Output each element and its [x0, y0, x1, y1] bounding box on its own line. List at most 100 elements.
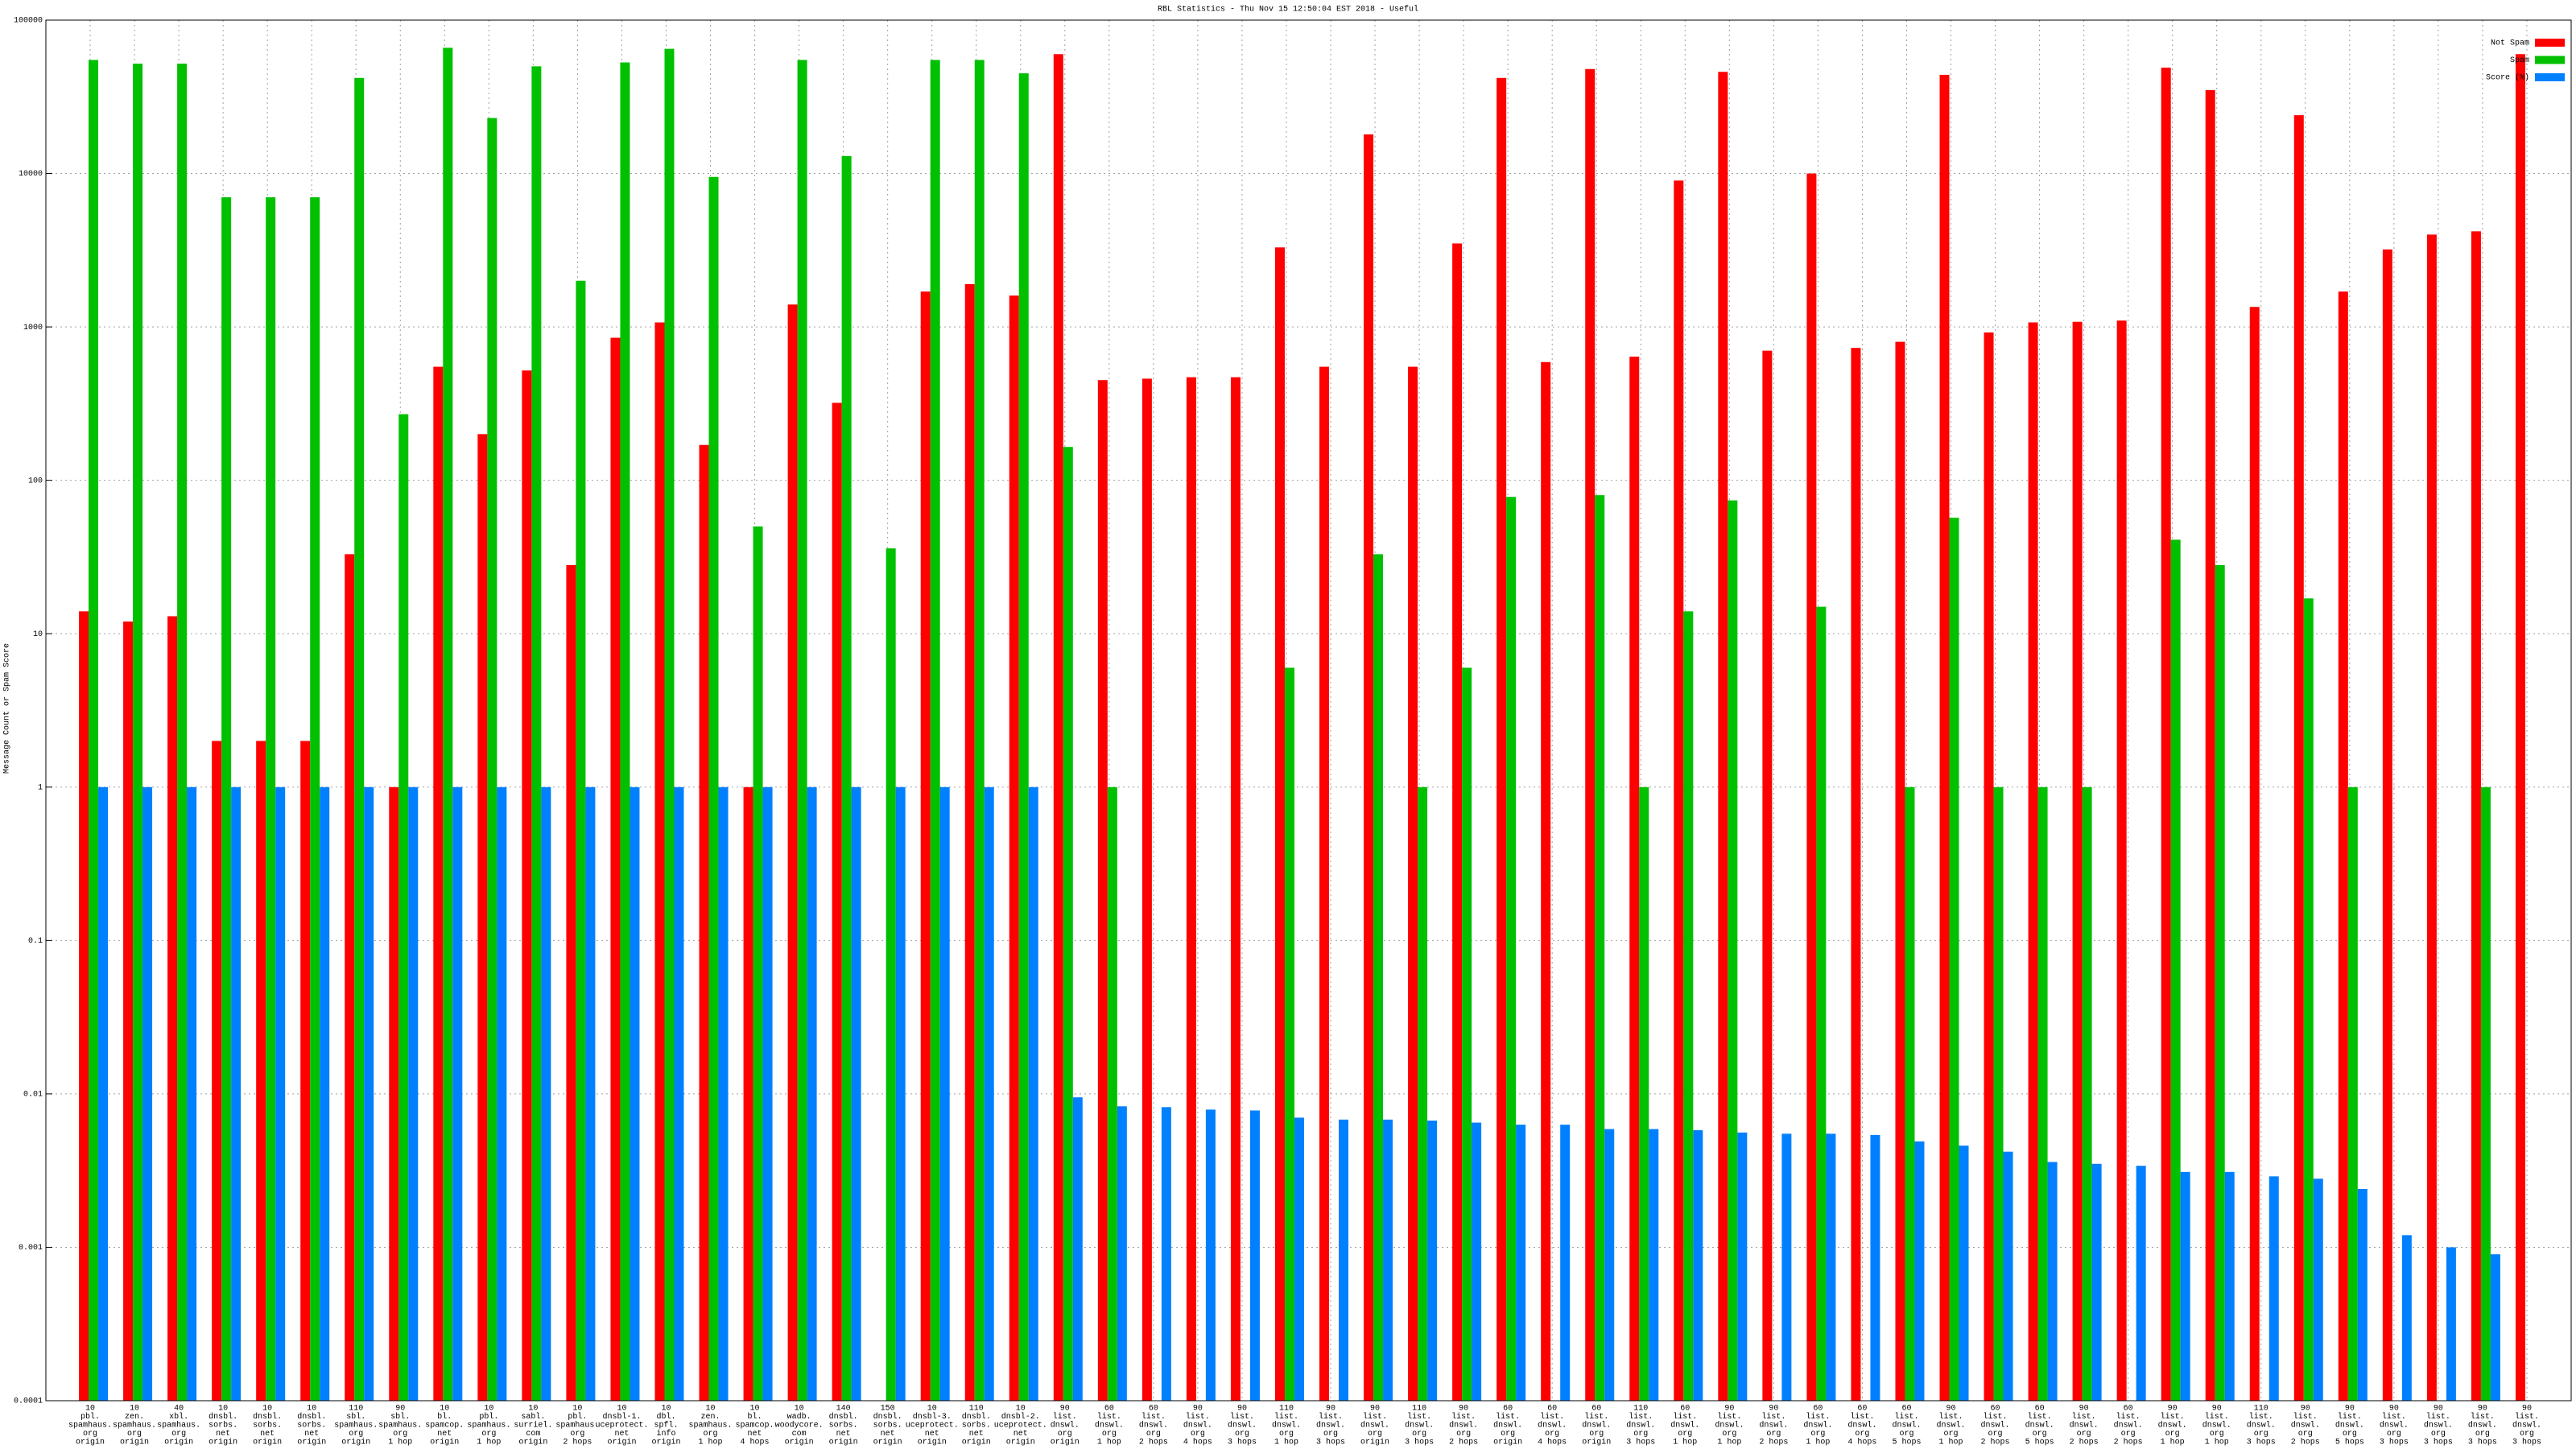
- x-tick-label: sorbs.: [873, 1421, 902, 1430]
- x-tick-label: origin: [164, 1438, 193, 1447]
- x-tick-label: net: [260, 1430, 275, 1439]
- x-tick-label: 90: [2389, 1405, 2399, 1414]
- x-tick-label: 90: [2478, 1405, 2487, 1414]
- x-tick-label: dnswl.: [2158, 1421, 2187, 1430]
- chart-title: RBL Statistics - Thu Nov 15 12:50:04 EST…: [1158, 5, 1418, 14]
- x-tick-label: org: [127, 1430, 142, 1439]
- x-tick-label: dnswl.: [2468, 1421, 2497, 1430]
- bar: [1984, 332, 1994, 1402]
- x-tick-label: org: [1102, 1430, 1117, 1439]
- bar: [2215, 565, 2225, 1401]
- x-tick-label: dnsbl-2.: [1001, 1412, 1040, 1422]
- x-tick-label: uceprotect.: [994, 1422, 1047, 1430]
- x-tick-label: 1 hop: [1806, 1438, 1830, 1447]
- x-tick-label: 3 hops: [2247, 1438, 2276, 1447]
- bar: [1274, 247, 1285, 1401]
- x-tick-label: 90: [1326, 1405, 1335, 1414]
- x-tick-label: origin: [918, 1438, 947, 1447]
- x-tick-label: list.: [1984, 1412, 2008, 1422]
- bar: [2480, 786, 2491, 1401]
- x-tick-label: dnswl.: [1715, 1421, 1744, 1430]
- x-tick-label: dnswl.: [1316, 1421, 1345, 1430]
- x-tick-label: origin: [1582, 1438, 1611, 1447]
- x-tick-label: 1 hop: [1097, 1438, 1121, 1447]
- y-tick-label: 10000: [19, 170, 43, 179]
- x-tick-label: org: [2254, 1430, 2268, 1439]
- x-tick-label: org: [1678, 1430, 1692, 1439]
- x-tick-label: net: [1013, 1430, 1028, 1439]
- x-tick-label: org: [1191, 1430, 1205, 1439]
- bar: [1939, 74, 1950, 1402]
- x-tick-label: net: [437, 1430, 452, 1439]
- x-tick-label: list.: [1894, 1412, 1918, 1422]
- x-tick-label: 90: [1193, 1405, 1203, 1414]
- y-tick-label: 0.0001: [14, 1397, 43, 1406]
- x-tick-label: 60: [1591, 1405, 1601, 1414]
- bar: [345, 554, 355, 1401]
- x-tick-label: 90: [1769, 1405, 1778, 1414]
- x-tick-label: origin: [962, 1438, 991, 1447]
- bar: [522, 370, 532, 1401]
- x-tick-label: dnswl.: [1405, 1421, 1434, 1430]
- bar: [1506, 497, 1517, 1401]
- bar: [2426, 234, 2437, 1401]
- x-tick-label: org: [1766, 1430, 1781, 1439]
- bar: [497, 786, 507, 1401]
- x-tick-label: dnsbl-1.: [602, 1412, 641, 1422]
- x-tick-label: wadb.: [787, 1412, 811, 1422]
- x-tick-label: org: [171, 1430, 186, 1439]
- x-tick-label: info: [656, 1429, 675, 1439]
- bar: [187, 786, 197, 1401]
- x-tick-label: dnswl.: [1582, 1421, 1611, 1430]
- x-tick-label: com: [526, 1430, 540, 1439]
- bar: [930, 60, 940, 1401]
- x-tick-label: net: [925, 1430, 939, 1439]
- x-tick-label: org: [2077, 1430, 2091, 1439]
- bar: [2091, 1163, 2102, 1401]
- x-tick-label: dnswl.: [2114, 1421, 2143, 1430]
- x-tick-label: list.: [2382, 1412, 2406, 1422]
- bar: [585, 786, 596, 1401]
- x-tick-label: net: [304, 1430, 319, 1439]
- x-tick-label: 10: [85, 1405, 95, 1414]
- x-tick-label: 2 hops: [2291, 1438, 2320, 1447]
- bar: [2446, 1247, 2456, 1401]
- x-tick-label: 10: [218, 1405, 228, 1414]
- bar: [1186, 377, 1196, 1401]
- bar: [1649, 1129, 1659, 1401]
- x-tick-label: dnsbl.: [297, 1412, 326, 1422]
- x-tick-label: 40: [174, 1405, 184, 1414]
- bar: [2490, 1254, 2500, 1401]
- x-tick-label: spamcop.: [736, 1422, 774, 1430]
- x-tick-label: 2 hops: [563, 1438, 592, 1447]
- x-tick-label: 60: [2035, 1405, 2045, 1414]
- bar: [212, 741, 222, 1401]
- x-tick-label: org: [1456, 1430, 1471, 1439]
- bar: [541, 786, 551, 1401]
- x-tick-label: list.: [1496, 1412, 1520, 1422]
- bar: [2338, 291, 2348, 1402]
- x-tick-label: sorbs.: [829, 1421, 858, 1430]
- bar: [1806, 173, 1817, 1402]
- x-tick-label: sbl.: [346, 1412, 365, 1422]
- x-tick-label: dnswl.: [1139, 1421, 1168, 1430]
- x-tick-label: 60: [1901, 1405, 1911, 1414]
- x-tick-label: net: [881, 1430, 895, 1439]
- x-tick-label: dnswl.: [1892, 1421, 1921, 1430]
- x-tick-label: list.: [2471, 1412, 2495, 1422]
- bar: [2268, 1176, 2279, 1401]
- bar: [743, 786, 753, 1401]
- legend-label: Spam: [2510, 56, 2529, 65]
- x-tick-label: 4 hops: [1847, 1438, 1876, 1447]
- bar: [354, 77, 365, 1401]
- bar: [1452, 243, 1463, 1401]
- y-tick-label: 100000: [14, 17, 43, 26]
- x-tick-label: org: [1279, 1430, 1294, 1439]
- x-tick-label: origin: [253, 1438, 282, 1447]
- x-tick-label: 60: [1857, 1405, 1867, 1414]
- bar: [2003, 1151, 2013, 1401]
- x-tick-label: 5 hops: [2025, 1438, 2054, 1447]
- x-tick-label: org: [2431, 1430, 2446, 1439]
- bar: [699, 444, 709, 1401]
- x-tick-label: org: [1323, 1430, 1338, 1439]
